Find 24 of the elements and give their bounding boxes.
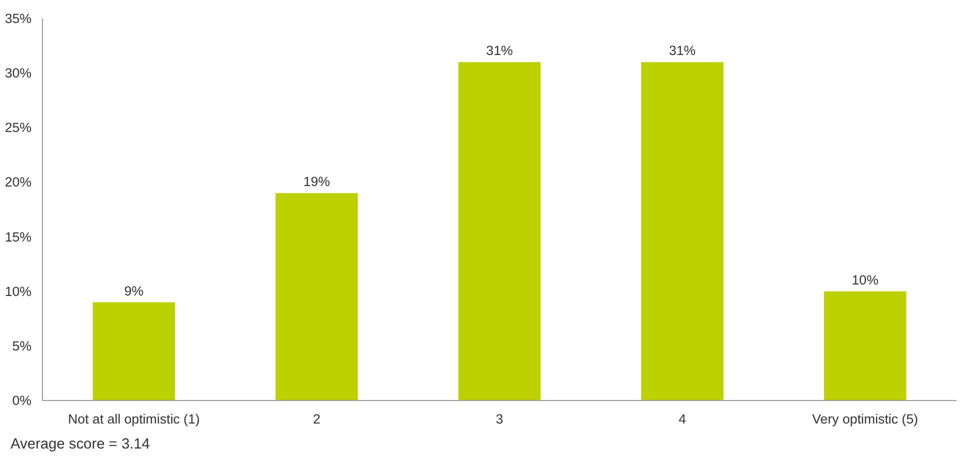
y-tick-label: 35%: [4, 11, 32, 26]
x-tick-label: 2: [312, 412, 320, 426]
bar: [824, 291, 906, 400]
y-tick-label: 30%: [4, 66, 32, 81]
bar: [92, 302, 176, 400]
y-tick-label: 10%: [4, 284, 32, 299]
y-tick-label: 0%: [12, 393, 32, 408]
data-label: 31%: [486, 43, 513, 58]
text: Average score = 3.14: [10, 436, 150, 452]
bar: [276, 193, 358, 400]
x-tick-label: 4: [678, 412, 687, 426]
y-tick-label: 20%: [4, 174, 32, 190]
bar: [458, 62, 541, 400]
bar: [641, 62, 724, 400]
x-tick-label: Very optimistic (5): [812, 412, 918, 426]
y-tick-label: 15%: [4, 229, 32, 244]
y-tick-label: 5%: [12, 338, 32, 354]
data-label: 10%: [852, 272, 879, 288]
data-label: 19%: [303, 174, 330, 190]
y-tick-label: 25%: [4, 120, 32, 136]
data-label: 31%: [668, 43, 696, 58]
x-tick-label: Not at all optimistic (1): [68, 412, 200, 426]
data-label: 9%: [124, 283, 144, 298]
x-tick-label: 3: [496, 412, 504, 426]
